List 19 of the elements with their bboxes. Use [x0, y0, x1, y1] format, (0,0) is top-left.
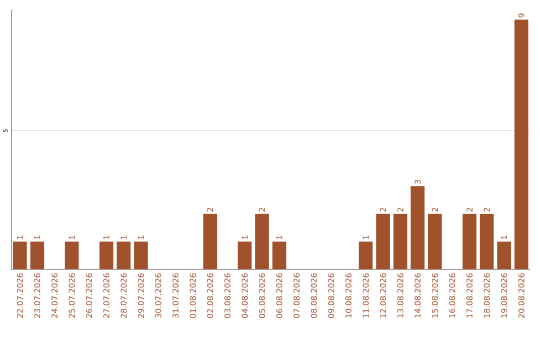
bar	[30, 242, 44, 270]
bar	[462, 214, 476, 270]
bar	[238, 242, 252, 270]
bar	[134, 242, 148, 270]
bar	[358, 242, 373, 270]
bar	[64, 242, 79, 270]
bar	[255, 214, 269, 270]
bar	[376, 214, 390, 270]
bar	[272, 242, 286, 270]
bar	[12, 242, 27, 270]
bar	[497, 242, 511, 270]
bar	[480, 214, 494, 270]
bar	[116, 242, 131, 270]
bar	[99, 242, 114, 270]
bar	[514, 20, 528, 270]
bar	[428, 214, 442, 270]
bar	[393, 214, 408, 270]
bar	[203, 214, 218, 270]
bar	[410, 186, 425, 270]
